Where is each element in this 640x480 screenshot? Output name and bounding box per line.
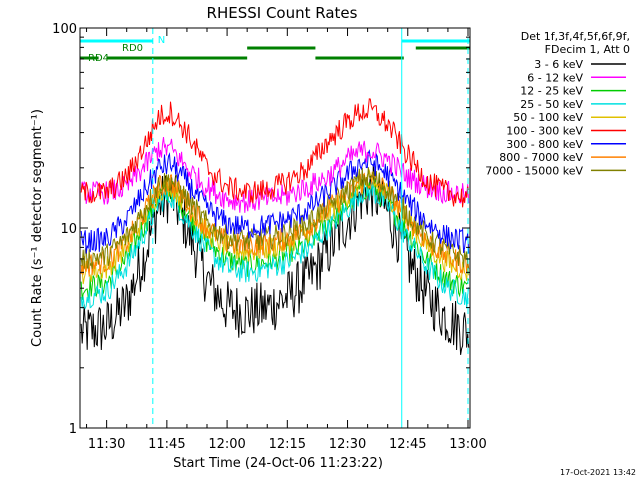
legend-label: 3 - 6 keV <box>534 58 583 71</box>
legend-label: 12 - 25 keV <box>520 85 583 98</box>
x-tick-label: 12:00 <box>208 437 245 452</box>
y-tick-label: 1 <box>69 422 77 437</box>
series-line <box>80 98 470 208</box>
footer-timestamp: 17-Oct-2021 13:42 <box>560 468 636 477</box>
x-tick-label: 11:30 <box>88 437 125 452</box>
legend-label: 300 - 800 keV <box>506 138 583 151</box>
x-tick-label: 12:45 <box>389 437 426 452</box>
x-axis-title: Start Time (24-Oct-06 11:23:22) <box>173 456 383 471</box>
y-tick-label: 10 <box>60 222 77 237</box>
series-line <box>80 167 470 269</box>
legend-label: 50 - 100 keV <box>513 111 583 124</box>
x-tick-label: 13:00 <box>449 437 486 452</box>
chart-title: RHESSI Count Rates <box>207 4 358 22</box>
x-tick-label: 11:45 <box>148 437 185 452</box>
y-axis-title: Count Rate (s⁻¹ detector segment⁻¹) <box>30 109 45 347</box>
flag-label-rd4: RD4 <box>88 53 109 64</box>
x-tick-label: 12:30 <box>329 437 366 452</box>
series-line <box>80 180 470 310</box>
legend-label: 100 - 300 keV <box>506 125 583 138</box>
flag-label-rd0: RD0 <box>122 43 143 54</box>
legend-label: 7000 - 15000 keV <box>485 164 583 177</box>
series-line <box>80 177 470 300</box>
series-line <box>80 137 470 213</box>
x-tick-label: 12:15 <box>269 437 306 452</box>
flag-label-n: N <box>158 35 165 46</box>
y-tick-label: 100 <box>52 22 77 37</box>
legend-header-line-2: FDecim 1, Att 0 <box>545 43 630 56</box>
legend-label: 25 - 50 keV <box>520 98 583 111</box>
axis-layer: 1 10 100 11:30 11:45 12:00 12:15 12:30 12:45 13:0… <box>52 22 487 452</box>
series-layer <box>80 98 470 355</box>
series-line <box>80 149 470 254</box>
legend: Det 1f,3f,4f,5f,6f,9f, FDecim 1, Att 0 3… <box>485 30 630 177</box>
legend-header-line-1: Det 1f,3f,4f,5f,6f,9f, <box>521 30 630 43</box>
legend-label: 800 - 7000 keV <box>499 151 583 164</box>
legend-label: 6 - 12 keV <box>527 71 583 84</box>
